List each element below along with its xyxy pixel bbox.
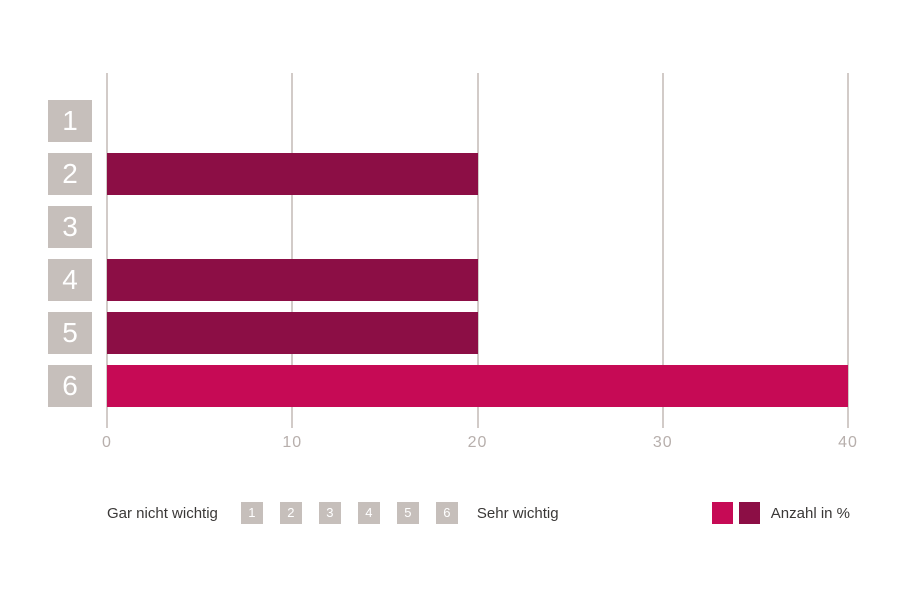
legend-scale-square-4: 4 bbox=[357, 502, 380, 524]
category-label-5: 5 bbox=[48, 312, 92, 354]
plot-area bbox=[106, 73, 849, 428]
series-legend-label: Anzahl in % bbox=[770, 504, 850, 522]
gridline-x-40 bbox=[847, 73, 849, 428]
legend-scale-square-3: 3 bbox=[318, 502, 341, 524]
x-tick-label-20: 20 bbox=[467, 434, 488, 451]
bar-category-6 bbox=[107, 365, 848, 407]
bar-category-2 bbox=[107, 153, 478, 195]
category-label-4: 4 bbox=[48, 259, 92, 301]
x-tick-label-40: 40 bbox=[838, 434, 858, 451]
category-label-6: 6 bbox=[48, 365, 92, 407]
category-label-3: 3 bbox=[48, 206, 92, 248]
series-swatch-primary bbox=[711, 502, 733, 524]
gridline-x-20 bbox=[476, 73, 479, 428]
x-tick-label-30: 30 bbox=[652, 434, 673, 451]
legend-scale-max-label: Sehr wichtig bbox=[476, 504, 559, 522]
legend-scale-square-2: 2 bbox=[279, 502, 302, 524]
legend-scale-square-6: 6 bbox=[435, 502, 458, 524]
gridline-x-30 bbox=[661, 73, 664, 428]
series-swatch-secondary bbox=[738, 502, 760, 524]
bar-category-5 bbox=[107, 312, 478, 354]
legend-scale-square-1: 1 bbox=[240, 502, 263, 524]
legend-scale-min-label: Gar nicht wichtig bbox=[107, 504, 218, 522]
bar-category-4 bbox=[107, 259, 478, 301]
gridline-x-10 bbox=[291, 73, 294, 428]
legend-scale-square-5: 5 bbox=[396, 502, 419, 524]
x-tick-label-0: 0 bbox=[102, 434, 112, 451]
category-label-2: 2 bbox=[48, 153, 92, 195]
series-legend: Anzahl in % bbox=[711, 502, 850, 524]
category-label-1: 1 bbox=[48, 100, 92, 142]
x-tick-label-10: 10 bbox=[282, 434, 303, 451]
y-axis-line bbox=[106, 73, 108, 428]
